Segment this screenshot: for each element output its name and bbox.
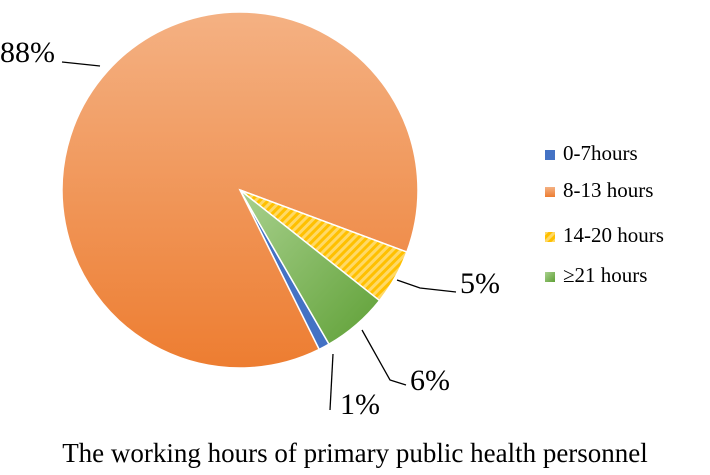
legend-label: 0-7hours: [563, 141, 638, 165]
legend-label: ≥21 hours: [563, 263, 647, 287]
legend-swatch: [545, 150, 555, 160]
legend-swatch: [545, 232, 555, 242]
chart-title: The working hours of primary public heal…: [62, 438, 648, 468]
legend-label: 8-13 hours: [563, 178, 653, 202]
data-label: 88%: [0, 36, 55, 69]
leader-line: [329, 353, 334, 411]
data-label: 6%: [410, 364, 450, 397]
pie-slice: [239, 189, 381, 346]
leader-line: [61, 61, 101, 67]
legend-label: 14-20 hours: [563, 223, 664, 247]
data-label: 5%: [460, 267, 500, 300]
leader-line: [361, 329, 407, 386]
data-label: 1%: [340, 388, 380, 421]
legend-swatch: [545, 272, 555, 282]
legend-swatch: [545, 187, 555, 197]
leader-line: [396, 279, 457, 293]
